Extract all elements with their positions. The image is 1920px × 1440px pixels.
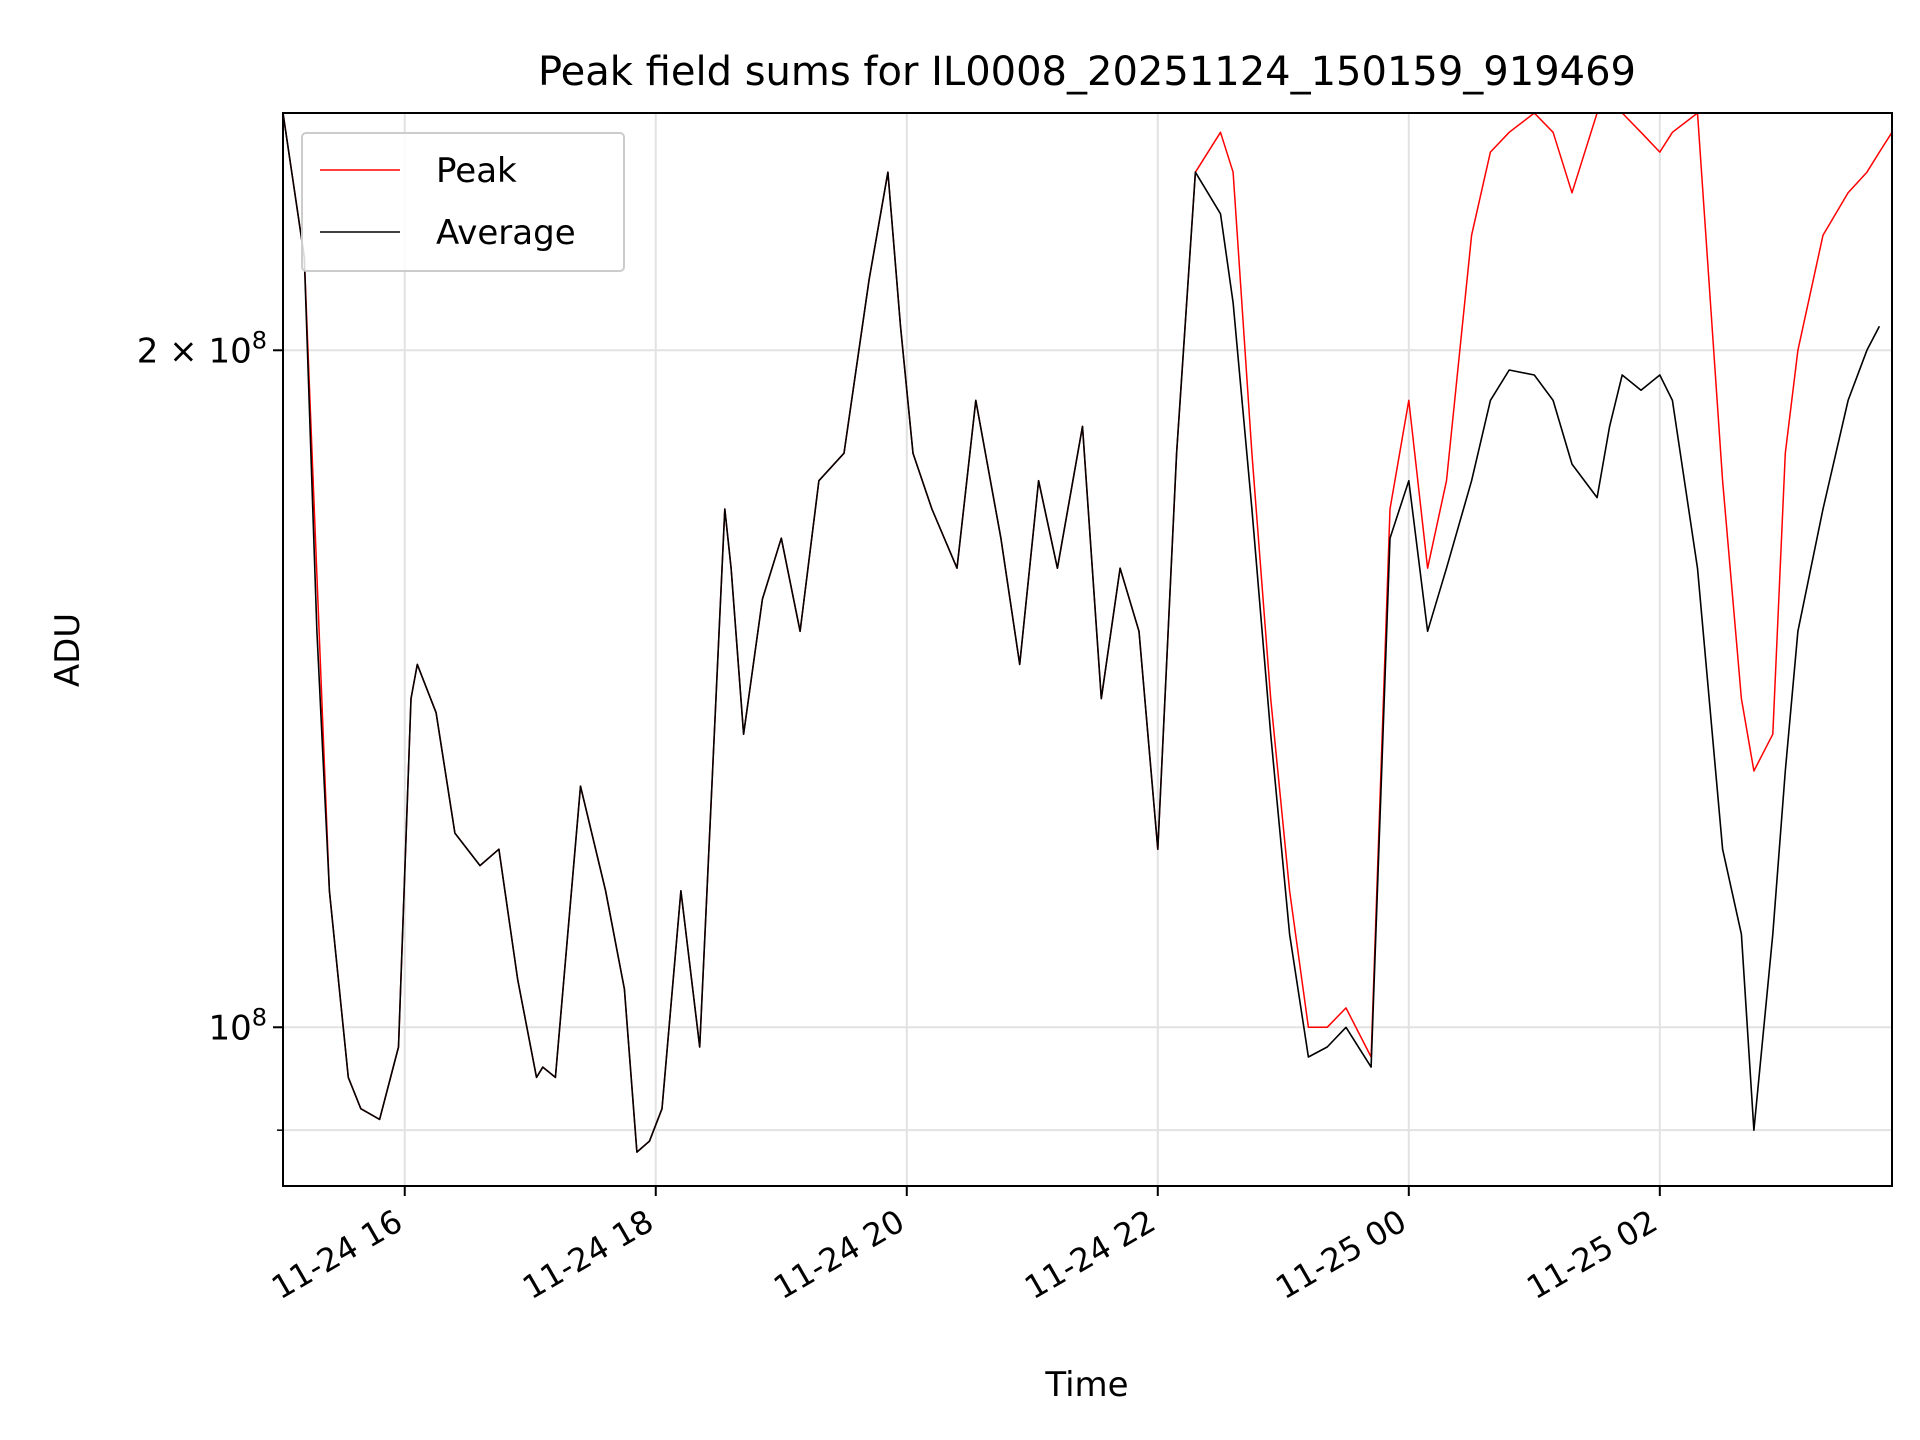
y-tick-label: 2 × 108 (137, 326, 267, 371)
grid (283, 113, 1892, 1186)
series-layer (283, 113, 1892, 1153)
y-tick-exponent: 8 (252, 326, 267, 354)
chart-title: Peak field sums for IL0008_20251124_1501… (538, 49, 1636, 95)
series-line-average (283, 113, 1881, 1153)
legend-peak-label: Peak (436, 151, 517, 191)
x-axis-label: Time (1044, 1365, 1128, 1405)
legend-box (301, 132, 625, 272)
y-tick-exponent: 8 (252, 1003, 267, 1031)
y-axis: 2 × 108 108 (137, 326, 283, 1131)
y-axis-label: ADU (48, 613, 88, 687)
y-tick-label: 108 (208, 1003, 267, 1048)
legend-average-label: Average (436, 213, 576, 253)
legend: Peak Average (301, 132, 625, 272)
plot-frame (282, 112, 1893, 1187)
